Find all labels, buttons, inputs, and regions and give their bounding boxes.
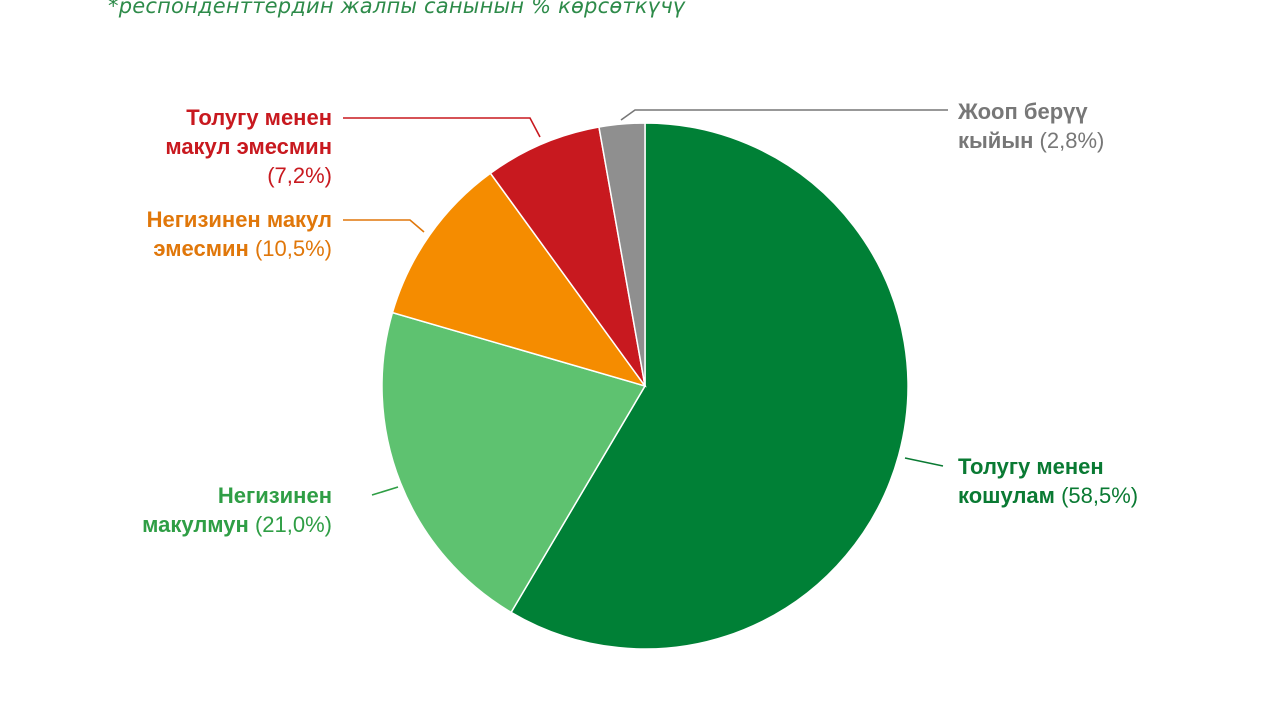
label-line1: Негизинен макул [146, 207, 332, 232]
slice-hard-to-answer [598, 122, 646, 387]
label-line2: макул эмесмин [165, 134, 332, 159]
label-fully-disagree: Толугу менен макул эмесмин (7,2%) [165, 103, 332, 190]
label-line1: Толугу менен [958, 454, 1104, 479]
leader-line [904, 457, 944, 467]
slice-fully-agree [510, 122, 909, 650]
label-mostly-disagree: Негизинен макул эмесмин (10,5%) [147, 205, 332, 263]
label-line2: кыйын [958, 128, 1034, 153]
leader-line [620, 109, 948, 121]
label-percent: (10,5%) [254, 236, 332, 261]
label-percent: (7,2%) [267, 163, 332, 188]
label-hard-to-answer: Жооп берүү кыйын (2,8%) [958, 97, 1104, 155]
label-mostly-agree: Негизинен макулмун (21,0%) [142, 481, 332, 539]
label-percent: (21,0%) [254, 512, 332, 537]
leader-line [343, 219, 425, 233]
slice-fully-disagree [489, 126, 646, 387]
chart-footnote: *респонденттердин жалпы санынын % көрсөт… [108, 0, 686, 18]
label-percent: (58,5%) [1061, 483, 1139, 508]
label-line2: эмесмин [153, 236, 249, 261]
label-fully-agree: Толугу менен кошулам (58,5%) [958, 452, 1138, 510]
label-line2: кошулам [958, 483, 1055, 508]
label-percent: (2,8%) [1039, 128, 1105, 153]
label-line1: Жооп берүү [958, 99, 1088, 124]
label-line1: Негизинен [217, 483, 332, 508]
label-line2: макулмун [142, 512, 249, 537]
leader-line [343, 117, 541, 138]
label-line1: Толугу менен [186, 105, 332, 130]
slice-mostly-disagree [391, 172, 647, 388]
slice-mostly-agree [381, 311, 647, 614]
leader-line [371, 486, 399, 496]
